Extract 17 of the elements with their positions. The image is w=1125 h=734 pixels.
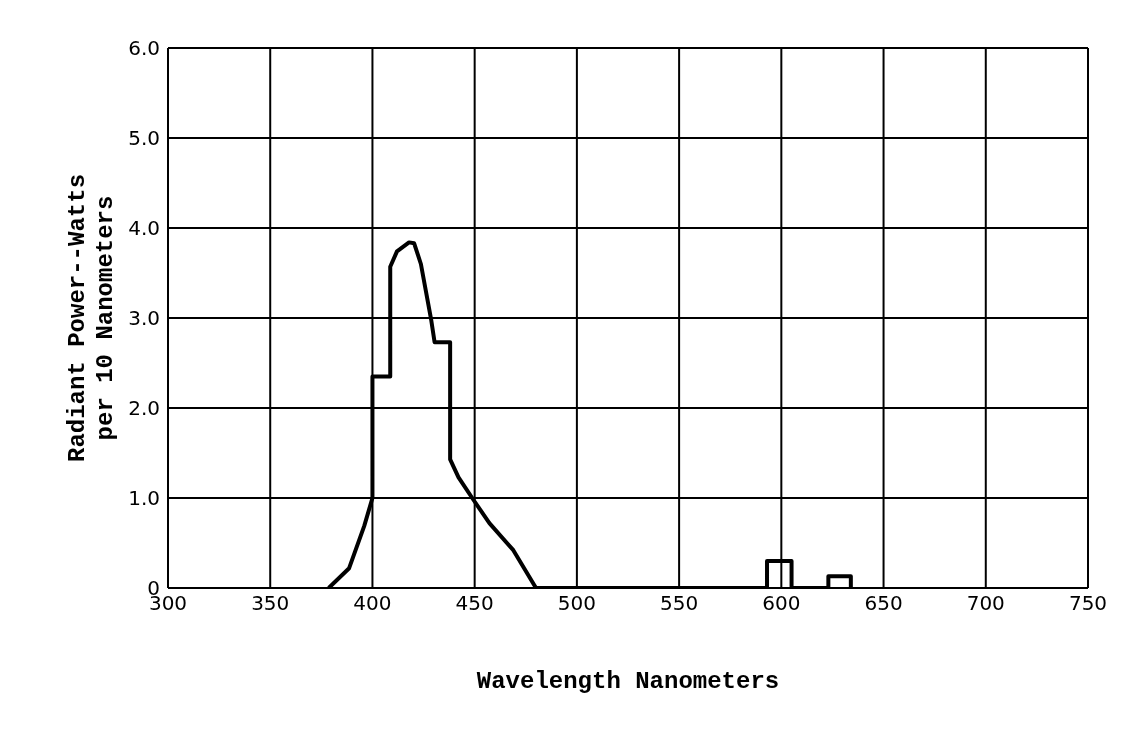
x-tick-label: 350 xyxy=(251,591,290,616)
x-axis-title: Wavelength Nanometers xyxy=(476,668,780,695)
x-tick-label: 400 xyxy=(353,591,392,616)
y-tick-label: 3.0 xyxy=(128,306,160,331)
y-tick-label: 5.0 xyxy=(128,126,160,151)
x-tick-label: 600 xyxy=(762,591,801,616)
y-tick-label: 4.0 xyxy=(128,216,160,241)
y-tick-label: 2.0 xyxy=(128,396,160,421)
x-tick-label: 650 xyxy=(864,591,903,616)
y-tick-label: 1.0 xyxy=(128,486,160,511)
x-tick-label: 700 xyxy=(966,591,1005,616)
y-tick-label: 6.0 xyxy=(128,36,160,61)
x-tick-label: 500 xyxy=(557,591,596,616)
y-axis-title: Radiant Power--Watts per 10 Nanometers xyxy=(64,173,119,463)
x-tick-label: 750 xyxy=(1068,591,1108,616)
x-tick-label: 550 xyxy=(660,591,699,616)
x-tick-label: 450 xyxy=(455,591,494,616)
